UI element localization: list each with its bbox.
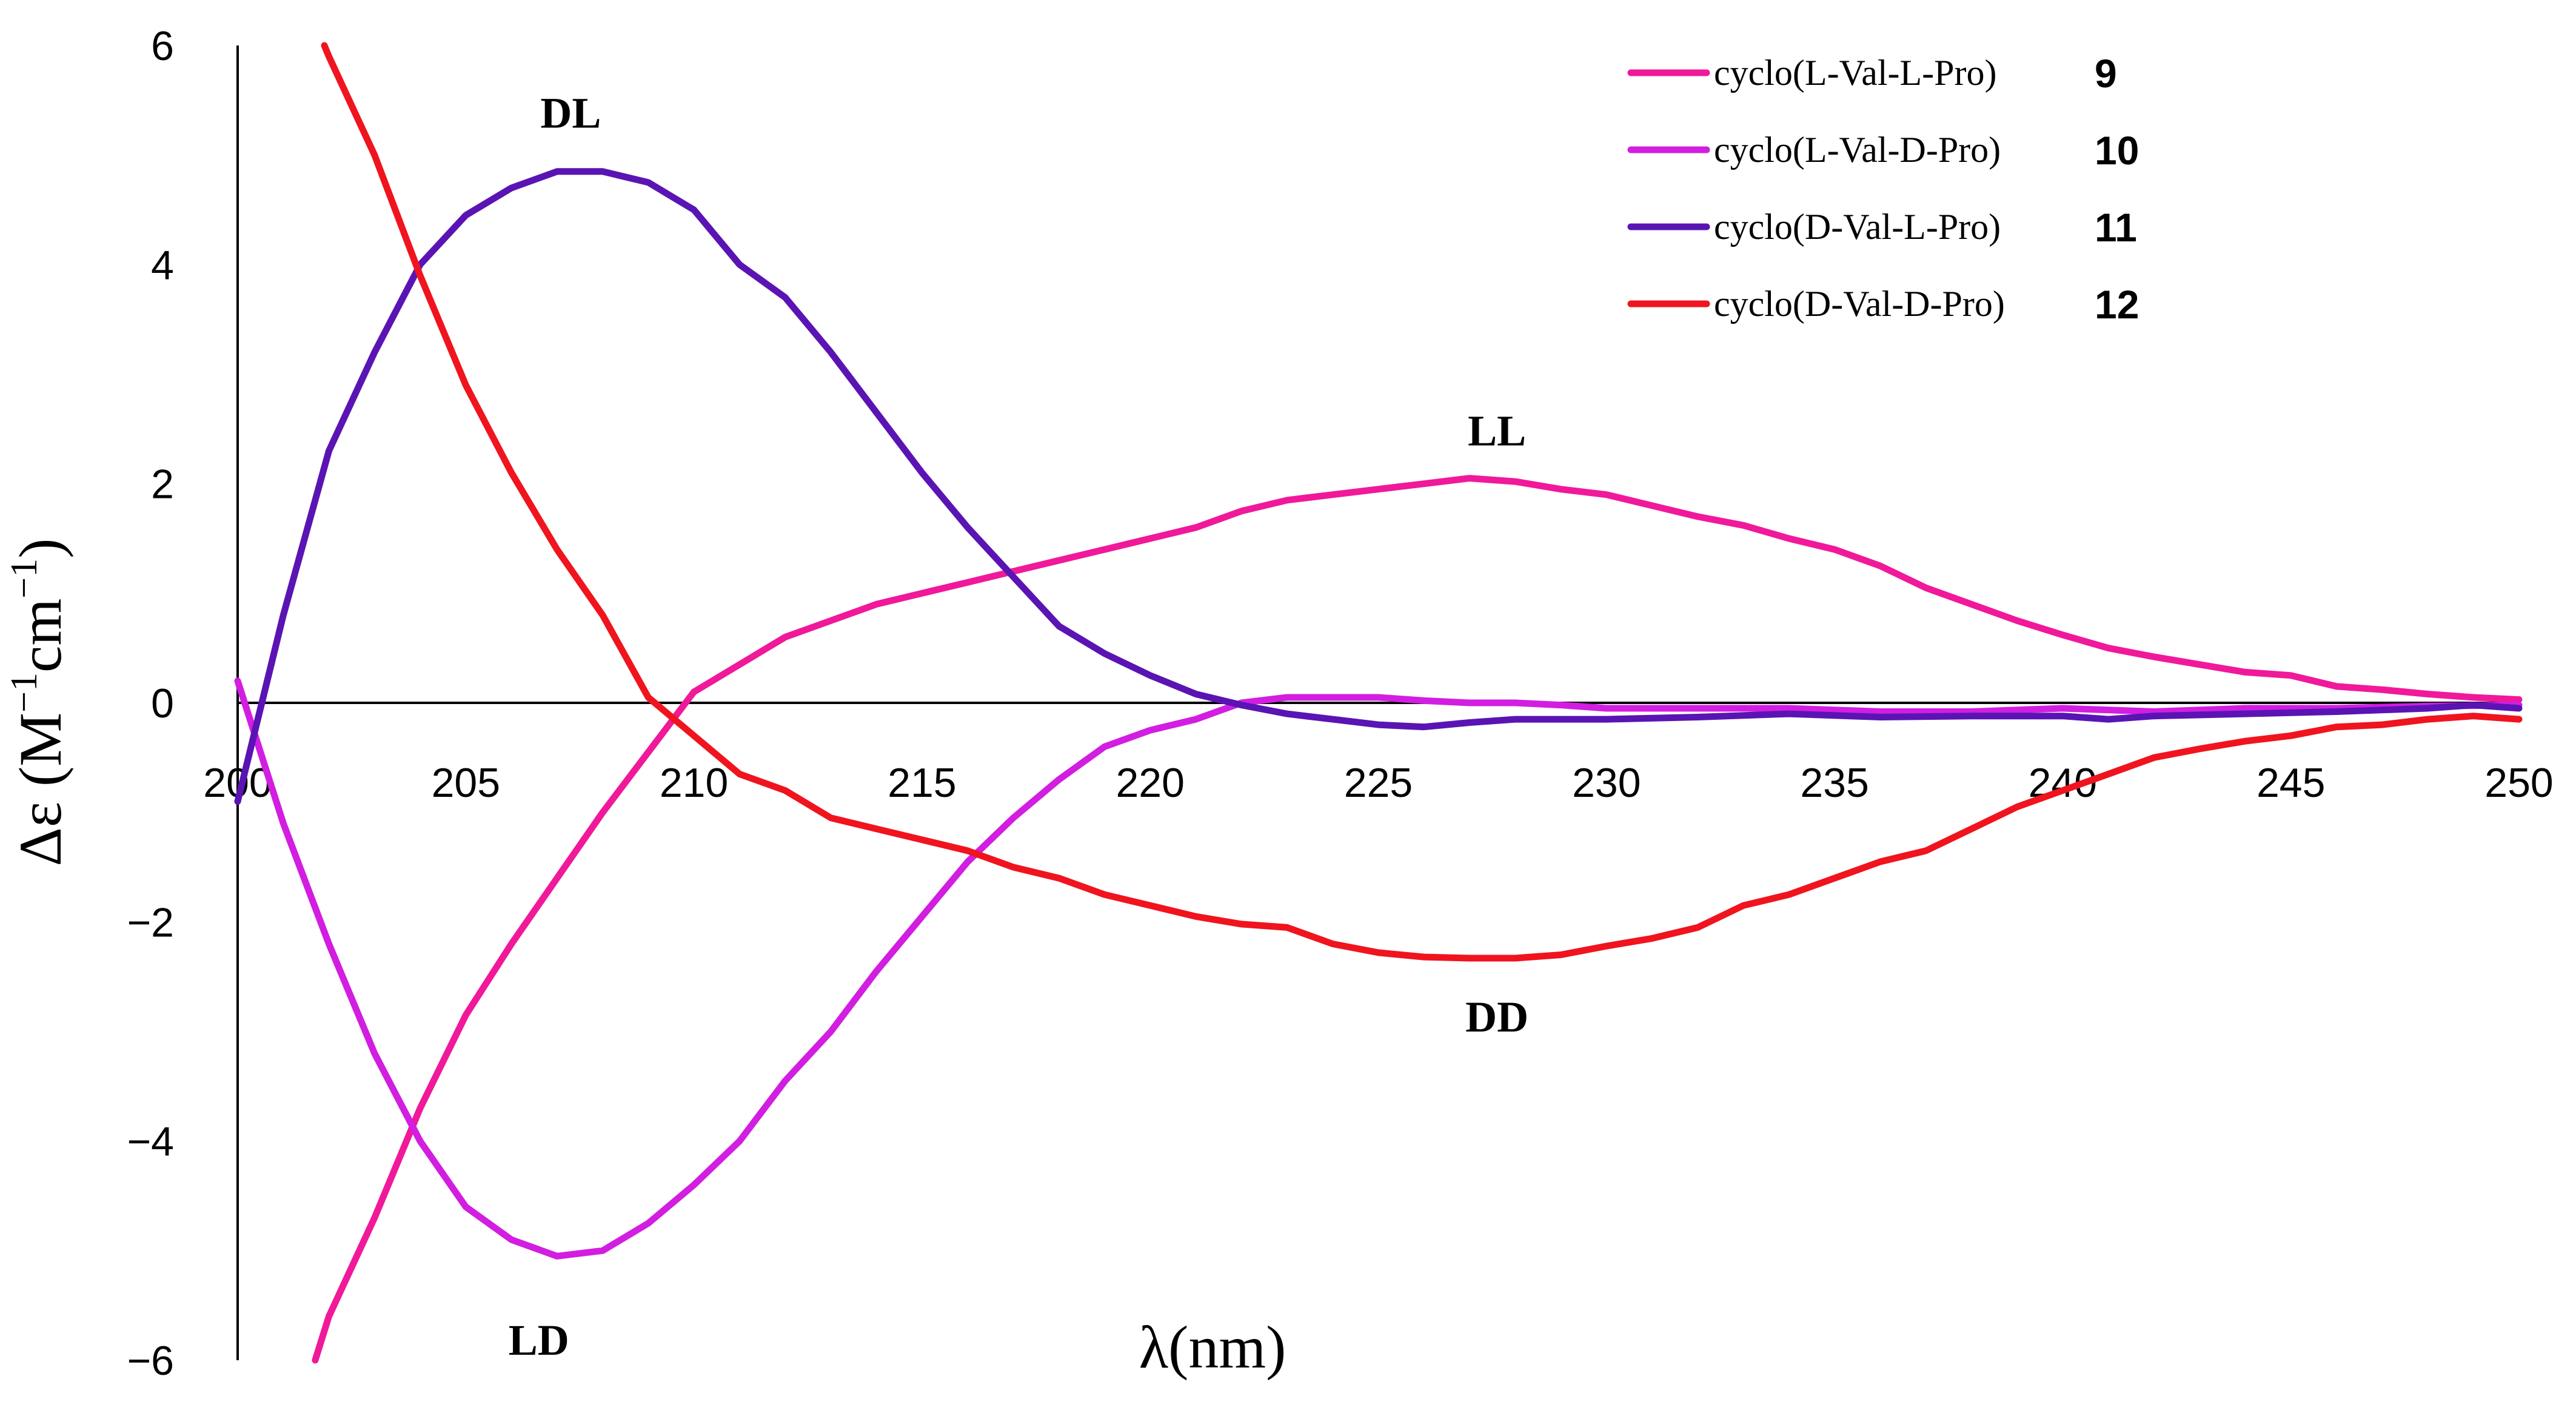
- y-axis-label: Δε (M−1cm−1): [4, 539, 74, 867]
- y-tick-label: −4: [127, 1119, 174, 1165]
- annotation-ld: LD: [509, 1316, 569, 1364]
- x-tick-label: 220: [1116, 760, 1184, 806]
- y-tick-label: −6: [127, 1338, 174, 1384]
- series-line-9: [312, 475, 2523, 1364]
- series-line-11: [234, 168, 2523, 805]
- y-tick-label: 2: [151, 461, 174, 508]
- x-tick-label: 250: [2484, 760, 2553, 806]
- x-tick-label: 225: [1344, 760, 1413, 806]
- legend-label-9: cyclo(L-Val-L-Pro): [1714, 53, 1996, 93]
- annotation-dl: DL: [540, 89, 601, 138]
- y-axis-label-end: ): [7, 539, 74, 559]
- x-tick-label: 205: [432, 760, 500, 806]
- series-lines: [234, 42, 2523, 1364]
- x-tick-label: 215: [888, 760, 956, 806]
- x-tick-label: 245: [2257, 760, 2325, 806]
- annotation-ll: LL: [1468, 406, 1526, 455]
- y-axis-label-mid: cm: [7, 599, 74, 673]
- curve-annotations: DL LL DD LD: [509, 89, 1528, 1364]
- x-tick-label: 230: [1572, 760, 1641, 806]
- x-tick-labels: 200 205 210 215 220 225 230 235 240 245 250: [203, 760, 2553, 806]
- legend-label-11: cyclo(D-Val-L-Pro): [1714, 207, 2001, 247]
- annotation-dd: DD: [1465, 993, 1528, 1041]
- y-tick-label: 0: [151, 680, 174, 726]
- series-line-10: [234, 677, 2523, 1260]
- legend-number-10: 10: [2095, 128, 2139, 173]
- series-line-12: [321, 42, 2523, 962]
- legend-number-9: 9: [2095, 51, 2117, 96]
- x-tick-label: 210: [660, 760, 728, 806]
- x-axis-label: λ(nm): [1139, 1314, 1286, 1381]
- y-axis-label-sup2: −1: [4, 559, 45, 599]
- y-tick-label: −2: [127, 899, 174, 945]
- legend-number-12: 12: [2095, 282, 2139, 327]
- legend-number-11: 11: [2095, 205, 2137, 250]
- y-axis-label-main: Δε (M: [7, 713, 74, 867]
- axes: [236, 45, 2519, 1360]
- legend-label-12: cyclo(D-Val-D-Pro): [1714, 284, 2005, 324]
- y-axis-label-sup1: −1: [4, 673, 45, 713]
- legend-label-10: cyclo(L-Val-D-Pro): [1714, 130, 2001, 170]
- legend: cyclo(L-Val-L-Pro) 9 cyclo(L-Val-D-Pro) 10 c…: [1627, 51, 2139, 327]
- x-tick-label: 235: [1800, 760, 1868, 806]
- y-tick-label: 4: [151, 242, 174, 288]
- y-tick-labels: 6 4 2 0 −2 −4 −6: [127, 23, 174, 1384]
- y-tick-label: 6: [151, 23, 174, 69]
